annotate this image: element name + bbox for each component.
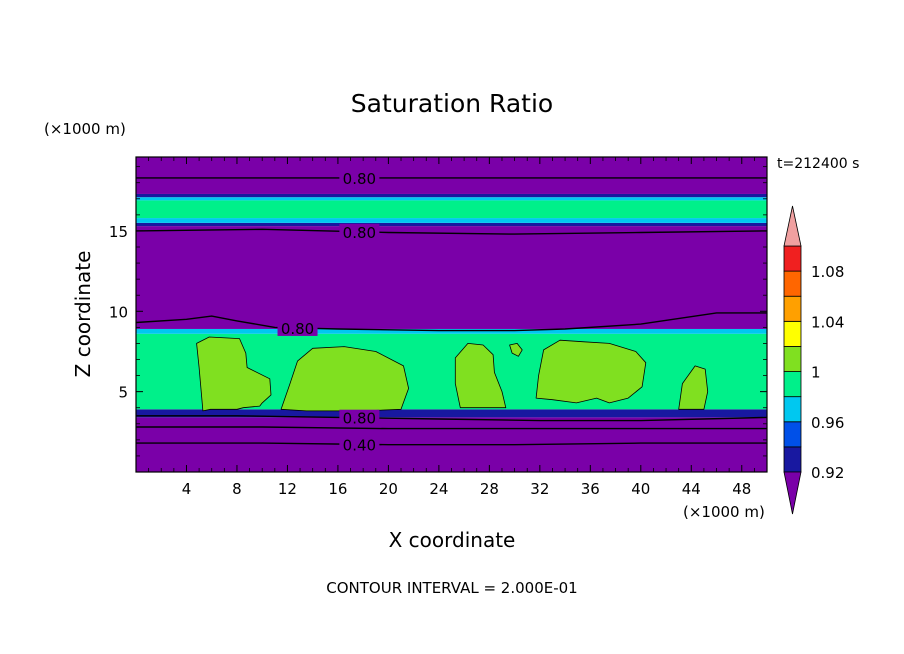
contour-label-bg bbox=[339, 436, 380, 453]
x-tick-label: 36 bbox=[581, 480, 600, 498]
colorbar-tick-label: 1 bbox=[811, 364, 821, 382]
saturation-band bbox=[136, 409, 767, 418]
x-tick-label: 8 bbox=[232, 480, 242, 498]
contour-interval-footer: CONTOUR INTERVAL = 2.000E-01 bbox=[326, 579, 577, 597]
colorbar-box bbox=[783, 295, 802, 322]
x-tick-label: 28 bbox=[480, 480, 499, 498]
x-tick-label: 20 bbox=[379, 480, 398, 498]
saturation-patch bbox=[509, 342, 523, 357]
y-tick-label: 15 bbox=[109, 223, 128, 241]
colorbar-box bbox=[783, 371, 802, 398]
saturation-band bbox=[136, 218, 767, 223]
saturation-patch bbox=[535, 339, 647, 404]
y-tick-label: 5 bbox=[118, 384, 128, 402]
saturation-patch bbox=[678, 365, 709, 410]
chart-title: Saturation Ratio bbox=[351, 89, 553, 118]
colorbar: 0.92 0.96 1 1.04 1.08 bbox=[783, 205, 844, 515]
saturation-band bbox=[136, 197, 767, 201]
plot-area: 0.80 0.80 0.80 0.80 0.40 bbox=[136, 157, 767, 472]
colorbar-box bbox=[783, 421, 802, 448]
time-label: t=212400 s bbox=[777, 156, 859, 172]
x-tick-label: 48 bbox=[732, 480, 751, 498]
x-tick-label: 12 bbox=[278, 480, 297, 498]
colorbar-overflow-triangle bbox=[783, 205, 802, 247]
colorbar-box bbox=[783, 245, 802, 272]
saturation-patch bbox=[454, 342, 507, 409]
y-tick-label: 10 bbox=[109, 303, 128, 321]
saturation-band bbox=[136, 328, 767, 334]
contour-label: 0.80 bbox=[343, 224, 376, 242]
colorbar-tick-label: 0.96 bbox=[811, 414, 844, 432]
contour-lines: 0.80 0.80 0.80 0.80 0.40 bbox=[136, 169, 767, 454]
x-axis-label: X coordinate bbox=[389, 528, 516, 552]
contour-label-bg bbox=[339, 409, 380, 426]
colorbar-box bbox=[783, 346, 802, 372]
saturation-patch bbox=[196, 336, 272, 412]
colorbar-box bbox=[783, 396, 802, 423]
colorbar-tick-label: 1.08 bbox=[811, 263, 844, 281]
x-tick-label: 32 bbox=[530, 480, 549, 498]
colorbar-underflow-triangle bbox=[783, 471, 802, 515]
y-unit-label: (×1000 m) bbox=[44, 120, 126, 138]
y-axis-label: Z coordinate bbox=[71, 251, 95, 378]
contour-line bbox=[136, 415, 767, 422]
saturation-band bbox=[136, 222, 767, 227]
saturation-band bbox=[136, 157, 767, 194]
x-tick-label: 24 bbox=[429, 480, 448, 498]
y-axis-ticks: 5 10 15 bbox=[109, 166, 767, 457]
colorbar-tick-label: 1.04 bbox=[811, 313, 844, 331]
colorbar-box bbox=[783, 320, 802, 347]
x-unit-label: (×1000 m) bbox=[683, 503, 765, 521]
contour-label-bg bbox=[339, 169, 380, 186]
colorbar-box bbox=[783, 270, 802, 297]
colorbar-tick-label: 0.92 bbox=[811, 464, 844, 482]
saturation-band bbox=[136, 200, 767, 219]
contour-label-bg bbox=[339, 223, 380, 240]
contour-line bbox=[136, 228, 767, 235]
contour-label: 0.80 bbox=[281, 320, 314, 338]
colorbar-box bbox=[783, 446, 802, 473]
x-axis-ticks: 4 8 12 16 20 24 28 32 36 40 44 48 bbox=[148, 157, 755, 498]
x-tick-label: 16 bbox=[328, 480, 347, 498]
contour-label: 0.80 bbox=[343, 410, 376, 428]
contour-line bbox=[136, 426, 767, 430]
contour-label: 0.40 bbox=[343, 436, 376, 454]
contour-label-bg bbox=[277, 319, 318, 336]
x-tick-label: 40 bbox=[631, 480, 650, 498]
contour-label: 0.80 bbox=[343, 170, 376, 188]
x-tick-label: 4 bbox=[182, 480, 192, 498]
contour-line bbox=[136, 312, 767, 332]
saturation-band bbox=[136, 193, 767, 198]
x-tick-label: 44 bbox=[682, 480, 701, 498]
saturation-bands bbox=[136, 157, 767, 472]
contour-line bbox=[136, 442, 767, 446]
saturation-band bbox=[136, 226, 767, 329]
